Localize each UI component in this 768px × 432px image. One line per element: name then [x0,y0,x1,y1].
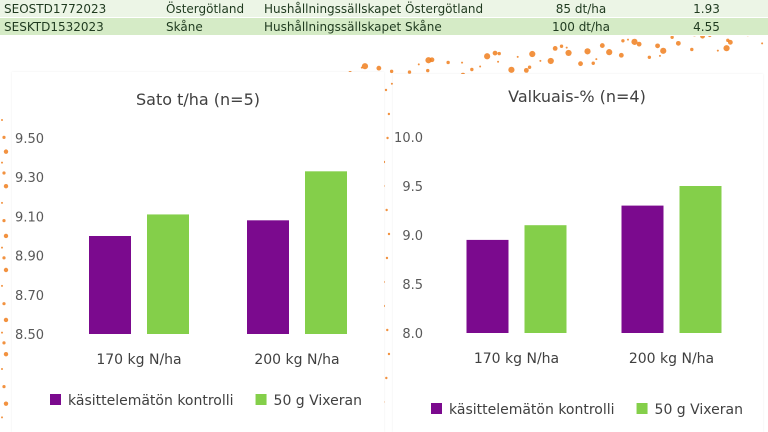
y-tick-label: 8.70 [15,289,44,304]
legend-label: 50 g Vixeran [274,393,362,409]
cell-id: SEOSTD1772023 [0,0,162,18]
table-row: SEOSTD1772023 Östergötland Hushållningss… [0,0,768,18]
protein-chart-panel: Valkuais-% (n=4) 8.0 8.5 9.0 9.5 10.0 170 kg N… [393,74,763,432]
bar [679,186,722,333]
legend-label: 50 g Vixeran [655,402,743,418]
protein-chart: Valkuais-% (n=4) 8.0 8.5 9.0 9.5 10.0 170 kg N… [394,87,743,418]
cell-value: 1.93 [641,0,768,18]
legend-swatch [255,394,267,405]
y-tick-label: 9.30 [15,171,44,186]
x-tick-label: 170 kg N/ha [96,352,181,368]
bar [621,205,664,333]
y-tick-label: 9.0 [402,229,423,244]
x-tick-label: 170 kg N/ha [474,351,559,367]
cell-id: SESKTD1532023 [0,17,162,36]
chart-title: Valkuais-% (n=4) [508,87,646,106]
yield-chart: Sato t/ha (n=5) 8.50 8.70 8.90 9.10 9.30 9.50 1… [15,90,362,409]
bar [147,214,189,334]
table-row: SESKTD1532023 Skåne Hushållningssällskap… [0,17,768,36]
bar [524,225,567,333]
cell-org: Hushållningssällskapet Skåne [260,17,517,36]
x-tick-label: 200 kg N/ha [254,352,339,368]
legend-label: käsittelemätön kontrolli [68,393,234,409]
chart-title: Sato t/ha (n=5) [136,90,260,109]
legend-label: käsittelemätön kontrolli [449,402,615,418]
y-tick-label: 8.90 [15,250,44,265]
legend-swatch [636,403,648,414]
cell-region: Skåne [162,17,260,36]
bar [247,220,289,334]
bar [89,236,131,334]
cell-org: Hushållningssällskapet Östergötland [260,0,517,18]
y-tick-label: 10.0 [394,131,423,146]
legend-swatch [50,394,61,405]
y-tick-label: 8.0 [402,327,423,342]
legend-swatch [431,403,442,414]
cell-rate: 85 dt/ha [517,0,641,18]
yield-chart-panel: Sato t/ha (n=5) 8.50 8.70 8.90 9.10 9.30 9.50 1… [12,72,384,432]
y-tick-label: 9.5 [402,180,423,195]
bar [305,171,347,334]
cell-region: Östergötland [162,0,260,18]
cell-rate: 100 dt/ha [517,17,641,36]
y-tick-label: 9.50 [15,132,44,147]
bar [466,239,509,333]
data-table: SEOSTD1772023 Östergötland Hushållningss… [0,0,768,36]
y-tick-label: 9.10 [15,210,44,225]
cell-value: 4.55 [641,17,768,36]
x-tick-label: 200 kg N/ha [629,351,714,367]
y-tick-label: 8.50 [15,328,44,343]
y-tick-label: 8.5 [402,278,423,293]
